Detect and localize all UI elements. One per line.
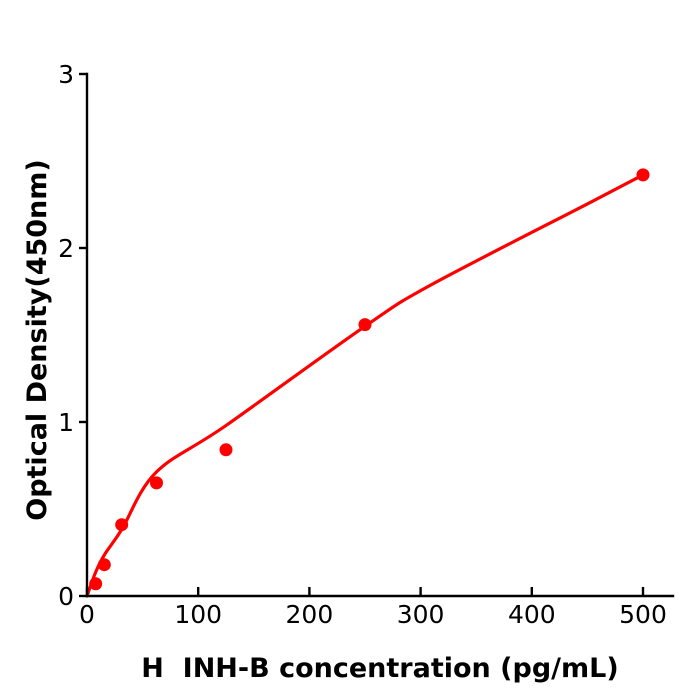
- data-points: [89, 168, 650, 591]
- y-axis-title: Optical Density(450nm): [22, 159, 53, 521]
- x-tick-label: 300: [397, 600, 445, 629]
- data-point: [219, 443, 233, 457]
- data-point: [150, 476, 163, 490]
- data-point: [115, 518, 129, 532]
- data-point: [636, 168, 650, 182]
- x-tick-label: 200: [286, 600, 334, 629]
- y-tick-label: 0: [58, 582, 74, 611]
- y-tick-label: 3: [58, 60, 74, 89]
- y-axis-ticks: 0 1 2 3: [58, 60, 87, 611]
- data-point: [97, 558, 111, 572]
- axis-spines: [85, 72, 675, 598]
- x-tick-label: 400: [508, 600, 556, 629]
- x-axis-title: H INH-B concentration (pg/mL): [141, 653, 618, 684]
- y-tick-label: 2: [58, 234, 74, 263]
- y-tick-label: 1: [58, 408, 74, 437]
- data-point: [89, 577, 103, 591]
- data-point: [358, 318, 372, 332]
- x-tick-label: 0: [79, 600, 95, 629]
- fit-curve: [85, 173, 645, 598]
- x-axis-ticks: 0 100 200 300 400 500: [79, 587, 667, 629]
- x-tick-label: 500: [619, 600, 667, 629]
- x-tick-label: 100: [174, 600, 222, 629]
- fit-curve-line: [85, 173, 645, 598]
